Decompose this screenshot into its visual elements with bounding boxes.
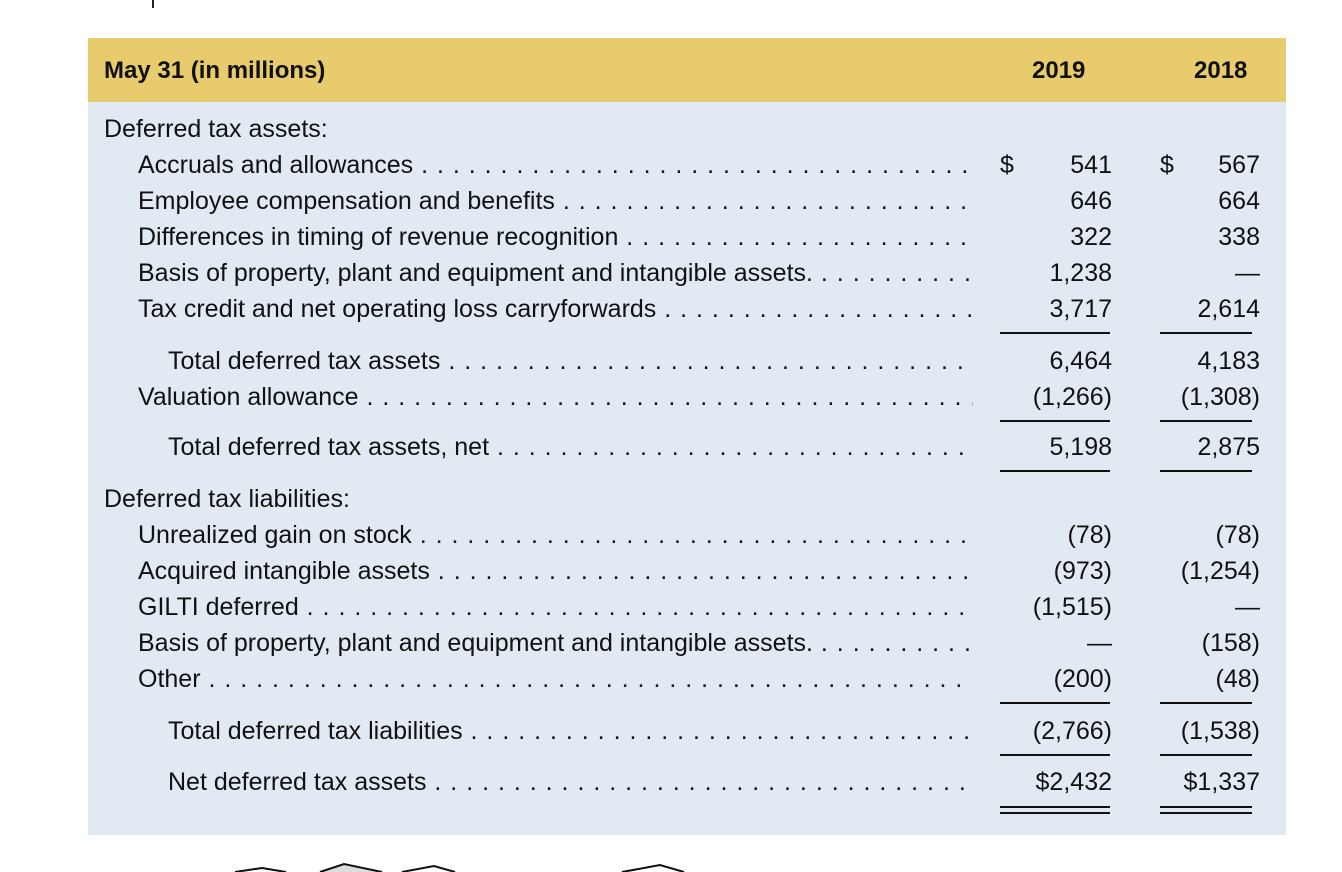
value-number: 541 <box>1070 151 1112 179</box>
value-2019: 3,717 <box>1049 295 1112 323</box>
table-row: Other (200) (48) <box>88 662 1286 698</box>
row-label: Basis of property, plant and equipment a… <box>138 256 973 290</box>
row-label: Other <box>138 662 973 696</box>
dollar-sign: $ <box>1000 151 1014 179</box>
total-row: Total deferred tax assets, net 5,198 2,8… <box>88 430 1286 466</box>
value-2018: 2,875 <box>1197 433 1260 461</box>
deferred-tax-table: May 31 (in millions) 2019 2018 Deferred … <box>88 38 1286 835</box>
total-rule <box>1000 470 1110 472</box>
header-2018: 2018 <box>1194 57 1248 84</box>
row-label: Accruals and allowances <box>138 148 973 182</box>
table-row: Tax credit and net operating loss carryf… <box>88 292 1286 328</box>
value-2018: (78) <box>1215 521 1260 549</box>
row-label: Employee compensation and benefits <box>138 184 973 218</box>
value-2019: (1,515) <box>1032 593 1112 621</box>
value-2018: $ 567 <box>1160 148 1260 182</box>
value-2018: 338 <box>1218 223 1260 251</box>
subtotal-rule <box>1000 332 1110 334</box>
table-row: GILTI deferred (1,515) — <box>88 590 1286 626</box>
table-row: Accruals and allowances $ 541 $ 567 <box>88 148 1286 184</box>
value-number: 567 <box>1218 151 1260 179</box>
cropped-illustration <box>234 862 685 872</box>
row-label: GILTI deferred <box>138 590 973 624</box>
value-2019: 322 <box>1070 223 1112 251</box>
value-2019: (1,266) <box>1032 383 1112 411</box>
subtotal-rule <box>1000 420 1110 422</box>
table-row: Valuation allowance (1,266) (1,308) <box>88 380 1286 416</box>
subtotal-rule <box>1160 754 1252 756</box>
value-2019: 5,198 <box>1049 433 1112 461</box>
double-rule-top <box>1000 806 1110 808</box>
row-label: Basis of property, plant and equipment a… <box>138 626 973 660</box>
row-label: Differences in timing of revenue recogni… <box>138 220 973 254</box>
value-2019: $ 541 <box>1000 148 1112 182</box>
subtotal-rule <box>1000 702 1110 704</box>
subtotal-rule <box>1160 332 1252 334</box>
value-2018: $1,337 <box>1183 768 1260 796</box>
table-row: Differences in timing of revenue recogni… <box>88 220 1286 256</box>
row-label: Unrealized gain on stock <box>138 518 973 552</box>
top-edge-mark <box>152 0 154 8</box>
dollar-sign: $ <box>1160 151 1174 179</box>
table-row: Basis of property, plant and equipment a… <box>88 256 1286 292</box>
value-2019: (2,766) <box>1032 717 1112 745</box>
assets-section-title: Deferred tax assets: <box>104 115 328 143</box>
row-label: Tax credit and net operating loss carryf… <box>138 292 973 326</box>
value-2018: 2,614 <box>1197 295 1260 323</box>
value-2018: — <box>1235 593 1260 621</box>
value-2018: (158) <box>1201 629 1260 657</box>
value-2019: $2,432 <box>1035 768 1112 796</box>
value-2019: 646 <box>1070 187 1112 215</box>
value-2019: 6,464 <box>1049 347 1112 375</box>
value-2018: 4,183 <box>1197 347 1260 375</box>
row-label: Total deferred tax assets <box>168 344 973 378</box>
subtotal-rule <box>1160 420 1252 422</box>
value-2018: — <box>1235 259 1260 287</box>
value-2019: 1,238 <box>1049 259 1112 287</box>
total-rule <box>1160 470 1252 472</box>
liabilities-section-title: Deferred tax liabilities: <box>104 485 350 513</box>
row-label: Valuation allowance <box>138 380 973 414</box>
value-2019: (78) <box>1067 521 1112 549</box>
table-row: Employee compensation and benefits 646 6… <box>88 184 1286 220</box>
total-row: Total deferred tax assets 6,464 4,183 <box>88 344 1286 380</box>
value-2019: — <box>1087 629 1112 657</box>
net-row: Net deferred tax assets $2,432 $1,337 <box>88 765 1286 801</box>
double-rule-top <box>1160 806 1252 808</box>
value-2019: (200) <box>1053 665 1112 693</box>
subtotal-rule <box>1000 754 1110 756</box>
row-label: Total deferred tax assets, net <box>168 430 973 464</box>
value-2018: (1,308) <box>1180 383 1260 411</box>
header-2019: 2019 <box>1032 57 1086 84</box>
header-label: May 31 (in millions) <box>104 57 326 84</box>
table-row: Basis of property, plant and equipment a… <box>88 626 1286 662</box>
double-rule-bottom <box>1000 812 1110 814</box>
value-2018: (1,254) <box>1180 557 1260 585</box>
table-header: May 31 (in millions) 2019 2018 <box>88 38 1286 102</box>
value-2018: (48) <box>1215 665 1260 693</box>
value-2018: (1,538) <box>1180 717 1260 745</box>
value-2018: 664 <box>1218 187 1260 215</box>
table-row: Acquired intangible assets (973) (1,254) <box>88 554 1286 590</box>
row-label: Net deferred tax assets <box>168 765 973 799</box>
double-rule-bottom <box>1160 812 1252 814</box>
total-row: Total deferred tax liabilities (2,766) (… <box>88 714 1286 750</box>
value-2019: (973) <box>1053 557 1112 585</box>
row-label: Acquired intangible assets <box>138 554 973 588</box>
subtotal-rule <box>1160 702 1252 704</box>
row-label: Total deferred tax liabilities <box>168 714 973 748</box>
table-row: Unrealized gain on stock (78) (78) <box>88 518 1286 554</box>
